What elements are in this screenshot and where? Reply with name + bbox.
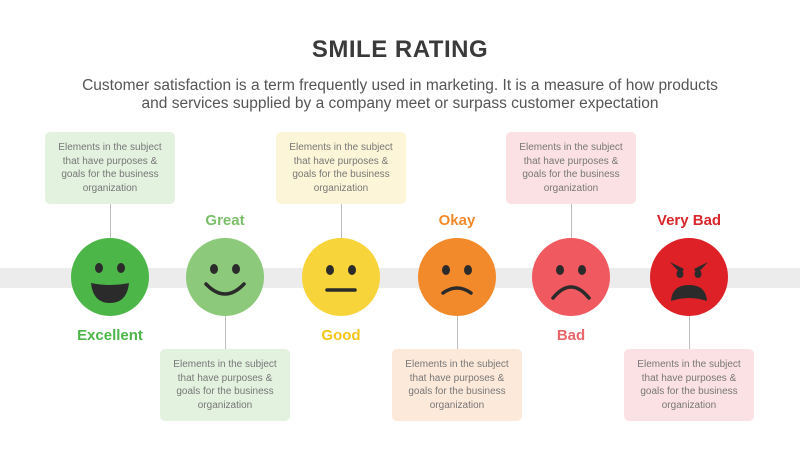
connector-excellent <box>110 204 111 238</box>
box-line: goals for the business <box>292 169 390 180</box>
box-line: organization <box>82 182 138 194</box>
connector-very-bad <box>689 316 690 349</box>
box-line: organization <box>543 182 599 194</box>
box-line: that have purposes & <box>409 372 505 384</box>
label-great: Great <box>205 212 245 229</box>
connector-bad <box>571 204 572 238</box>
description-box-great: Elements in the subject that have purpos… <box>160 349 290 421</box>
box-line: organization <box>429 399 485 411</box>
great-face-icon <box>186 238 264 316</box>
box-line: Elements in the subject <box>637 359 741 370</box>
connector-okay <box>457 316 458 349</box>
box-line: that have purposes & <box>523 155 619 167</box>
box-line: Elements in the subject <box>173 359 277 370</box>
subtitle-line-2: and services supplied by a company meet … <box>141 95 659 112</box>
box-line: that have purposes & <box>177 372 273 384</box>
box-line: organization <box>197 399 253 411</box>
very-bad-face-icon <box>650 238 728 316</box>
box-line: organization <box>313 182 369 194</box>
box-line: Elements in the subject <box>289 142 393 153</box>
description-box-very-bad: Elements in the subject that have purpos… <box>624 349 754 421</box>
box-line: that have purposes & <box>293 155 389 167</box>
description-box-good: Elements in the subject that have purpos… <box>276 132 406 204</box>
box-line: goals for the business <box>640 386 738 397</box>
box-line: organization <box>661 399 717 411</box>
label-excellent: Excellent <box>77 327 143 344</box>
box-line: Elements in the subject <box>58 142 162 153</box>
box-line: goals for the business <box>61 169 159 180</box>
box-line: goals for the business <box>522 169 620 180</box>
description-box-excellent: Elements in the subject that have purpos… <box>45 132 175 204</box>
bad-face-icon <box>532 238 610 316</box>
description-box-bad: Elements in the subject that have purpos… <box>506 132 636 204</box>
box-line: goals for the business <box>408 386 506 397</box>
label-bad: Bad <box>556 327 586 344</box>
box-line: Elements in the subject <box>405 359 509 370</box>
subtitle-line-1: Customer satisfaction is a term frequent… <box>82 77 718 94</box>
box-line: Elements in the subject <box>519 142 623 153</box>
page-title: SMILE RATING <box>311 36 489 63</box>
good-face-icon <box>302 238 380 316</box>
box-line: that have purposes & <box>641 372 737 384</box>
label-okay: Okay <box>438 212 476 229</box>
box-line: goals for the business <box>176 386 274 397</box>
excellent-face-icon <box>71 238 149 316</box>
okay-face-icon <box>418 238 496 316</box>
label-good: Good <box>321 327 361 344</box>
connector-great <box>225 316 226 349</box>
page-subtitle: Customer satisfaction is a term frequent… <box>40 77 760 113</box>
box-line: that have purposes & <box>62 155 158 167</box>
label-very-bad: Very Bad <box>656 212 722 229</box>
connector-good <box>341 204 342 238</box>
description-box-okay: Elements in the subject that have purpos… <box>392 349 522 421</box>
